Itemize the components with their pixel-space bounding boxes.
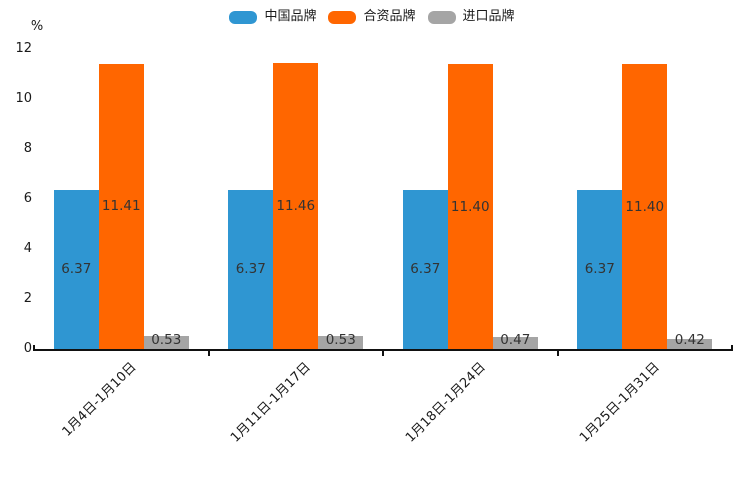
legend-item-2[interactable]: 合资品牌 — [328, 9, 416, 25]
bar-s2-g3 — [447, 64, 493, 349]
bar-s3-g3 — [492, 337, 538, 349]
bar-s2-g1 — [98, 63, 144, 349]
bar-value-label: 0.53 — [325, 332, 356, 348]
bar-s2-g4 — [622, 64, 668, 349]
x-axis-tick-3 — [556, 351, 559, 356]
bar-s1-g4 — [577, 189, 623, 349]
legend-label: 中国品牌 — [264, 9, 317, 24]
y-tick-label-6: 6 — [23, 191, 32, 206]
legend-marker-icon — [229, 10, 258, 24]
bar-value-label: 6.37 — [61, 261, 92, 278]
x-tick-label-1: 1月4日-1月10日 — [59, 359, 140, 440]
x-axis-tick-1 — [207, 351, 210, 356]
x-axis-tick-2 — [382, 351, 384, 356]
y-tick-label-2: 2 — [23, 291, 32, 306]
x-tick-label-4: 1月25日-1月31日 — [577, 359, 664, 446]
bar-value-label: 6.37 — [235, 261, 266, 278]
legend-marker-icon — [328, 10, 357, 24]
bar-value-label: 11.41 — [101, 198, 141, 215]
bar-value-label: 0.42 — [674, 332, 705, 348]
legend: 中国品牌 合资品牌 进口品牌 — [0, 9, 744, 25]
bar-value-label: 6.37 — [410, 261, 441, 278]
legend-item-1[interactable]: 中国品牌 — [229, 9, 316, 25]
x-axis-end-tick-2 — [731, 345, 733, 349]
x-tick-label-2: 1月11日-1月17日 — [228, 359, 315, 446]
y-tick-label-12: 12 — [15, 41, 32, 56]
bar-s1-g3 — [402, 189, 448, 349]
y-axis-unit-label: % — [30, 19, 44, 34]
bar-value-label: 11.40 — [625, 198, 665, 215]
bar-value-label: 0.47 — [500, 332, 531, 348]
bar-s2-g2 — [273, 62, 319, 349]
bar-value-label: 11.46 — [276, 197, 316, 214]
legend-label: 合资品牌 — [363, 9, 416, 24]
y-tick-label-0: 0 — [23, 341, 32, 356]
bar-s3-g4 — [667, 338, 713, 349]
legend-label: 进口品牌 — [462, 9, 515, 24]
bar-value-label: 6.37 — [584, 261, 615, 278]
x-tick-label-3: 1月18日-1月24日 — [402, 359, 489, 446]
legend-item-3[interactable]: 进口品牌 — [427, 9, 515, 25]
legend-marker-icon — [427, 10, 456, 24]
y-tick-label-8: 8 — [23, 141, 32, 156]
x-axis-end-tick-1 — [33, 345, 35, 349]
bar-s1-g2 — [228, 189, 274, 349]
bar-s3-g2 — [318, 335, 364, 349]
y-tick-label-10: 10 — [15, 91, 32, 106]
bar-value-label: 11.40 — [450, 198, 490, 215]
bar-s3-g1 — [143, 335, 189, 349]
bar-s1-g1 — [53, 189, 99, 349]
bar-value-label: 0.53 — [151, 332, 182, 348]
y-tick-label-4: 4 — [23, 241, 32, 256]
x-axis-line — [33, 349, 733, 351]
